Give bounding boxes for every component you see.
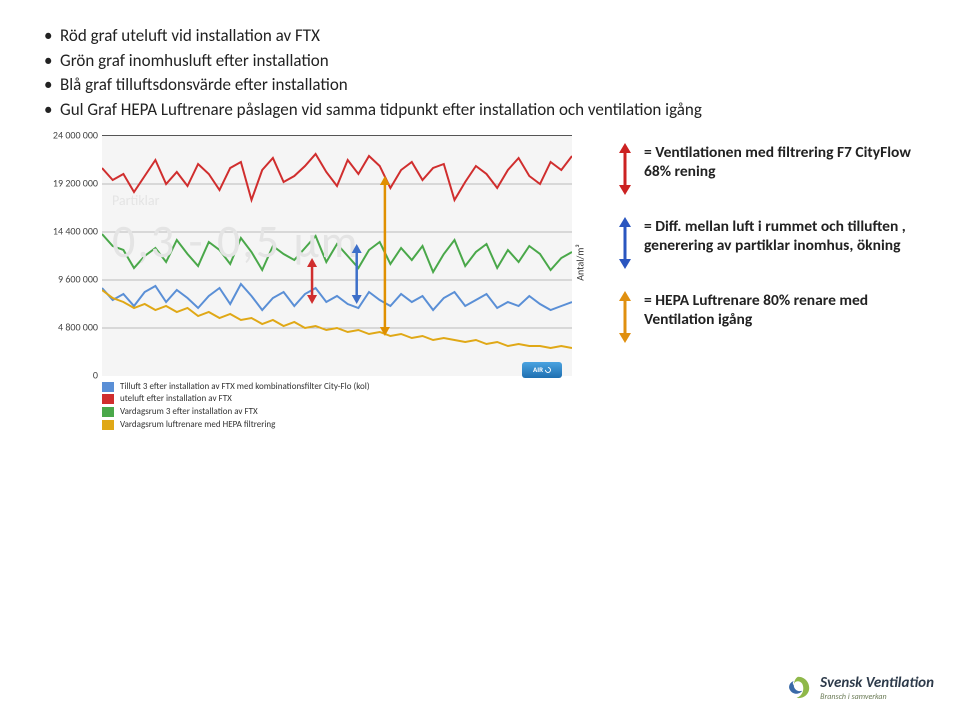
bullet-item: Grön graf inomhusluft efter installation <box>40 49 920 74</box>
legend-label: Vardagsrum luftrenare med HEPA filtrerin… <box>120 419 275 431</box>
y-tick: 4 800 000 <box>58 320 98 333</box>
legend-item: Tilluft 3 efter installation av FTX med … <box>102 381 600 393</box>
legend-label: Vardagsrum 3 efter installation av FTX <box>120 406 258 418</box>
logo-text: Svensk Ventilation <box>820 674 934 692</box>
double-arrow-icon <box>616 217 634 269</box>
y-axis-labels: 24 000 000 19 200 000 14 400 000 9 600 0… <box>40 135 102 375</box>
chart-legend: Tilluft 3 efter installation av FTX med … <box>40 381 600 431</box>
air-badge: AIR <box>522 362 562 378</box>
logo-subtext: Bransch i samverkan <box>820 692 934 702</box>
side-legend-text: = Ventilationen med filtrering F7 CityFl… <box>644 143 916 195</box>
side-legend: = Ventilationen med filtrering F7 CityFl… <box>616 135 916 365</box>
legend-label: Tilluft 3 efter installation av FTX med … <box>120 381 370 393</box>
y-tick: 24 000 000 <box>53 128 98 141</box>
side-legend-item: = Ventilationen med filtrering F7 CityFl… <box>616 143 916 195</box>
side-legend-item: = HEPA Luftrenare 80% renare med Ventila… <box>616 291 916 343</box>
bullet-item: Blå graf tilluftsdonsvärde efter install… <box>40 73 920 98</box>
legend-swatch <box>102 394 114 404</box>
side-legend-text: = HEPA Luftrenare 80% renare med Ventila… <box>644 291 916 343</box>
legend-item: Vardagsrum luftrenare med HEPA filtrerin… <box>102 419 600 431</box>
y-tick: 9 600 000 <box>58 272 98 285</box>
y-axis-title: Antal/m³ <box>573 244 586 280</box>
y-tick: 19 200 000 <box>53 176 98 189</box>
legend-label: uteluft efter installation av FTX <box>120 393 232 405</box>
legend-item: uteluft efter installation av FTX <box>102 393 600 405</box>
legend-swatch <box>102 407 114 417</box>
side-legend-text: = Diff. mellan luft i rummet och tilluft… <box>644 217 916 269</box>
logo: Svensk Ventilation Bransch i samverkan <box>784 674 934 702</box>
side-legend-item: = Diff. mellan luft i rummet och tilluft… <box>616 217 916 269</box>
double-arrow-icon <box>616 291 634 343</box>
bullet-item: Gul Graf HEPA Luftrenare påslagen vid sa… <box>40 98 920 123</box>
bullet-item: Röd graf uteluft vid installation av FTX <box>40 24 920 49</box>
double-arrow-icon <box>616 143 634 195</box>
watermark-small: Partiklar <box>112 192 159 209</box>
chart-container: 24 000 000 19 200 000 14 400 000 9 600 0… <box>40 135 600 432</box>
y-tick: 14 400 000 <box>53 224 98 237</box>
y-tick: 0 <box>93 368 98 381</box>
bullet-list: Röd graf uteluft vid installation av FTX… <box>40 24 920 123</box>
plot-area: Partiklar 0,3 - 0,5 µm Antal/m³ AIR <box>102 135 572 375</box>
legend-swatch <box>102 420 114 430</box>
legend-swatch <box>102 382 114 392</box>
logo-icon <box>784 674 812 702</box>
legend-item: Vardagsrum 3 efter installation av FTX <box>102 406 600 418</box>
